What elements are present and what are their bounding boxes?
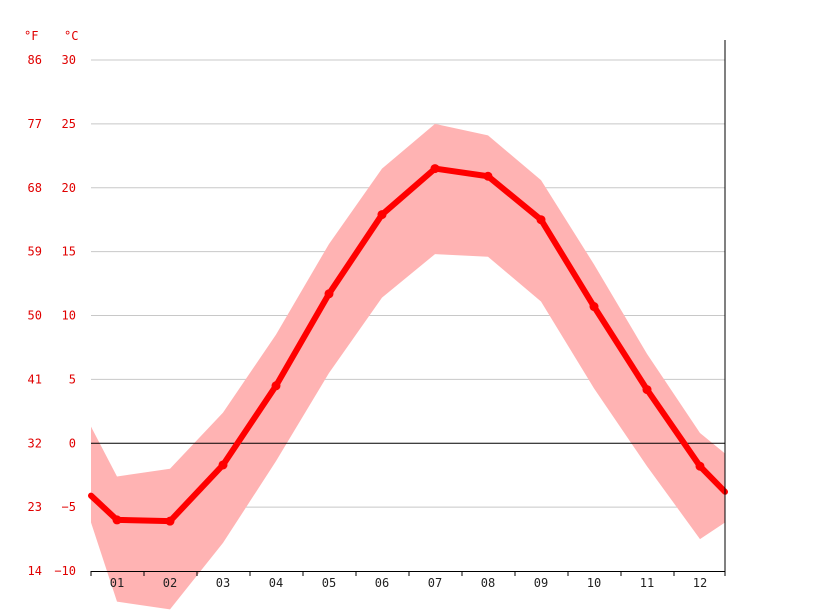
y-tick-label-c: 20 bbox=[62, 181, 76, 195]
line-layer bbox=[88, 164, 728, 526]
x-tick-label: 12 bbox=[693, 576, 707, 590]
y-tick-label-f: 50 bbox=[28, 309, 42, 323]
y-tick-label-c: 10 bbox=[62, 309, 76, 323]
data-point bbox=[271, 381, 281, 391]
x-tick-label: 05 bbox=[322, 576, 336, 590]
y-tick-label-c: 5 bbox=[69, 372, 76, 386]
data-point bbox=[112, 515, 122, 525]
x-tick-label: 04 bbox=[269, 576, 283, 590]
y-tick-label-c: 30 bbox=[62, 53, 76, 67]
x-tick-label: 07 bbox=[428, 576, 442, 590]
y-unit-fahrenheit: °F bbox=[24, 29, 38, 43]
y-tick-label-f: 68 bbox=[28, 181, 42, 195]
y-tick-label-c: −5 bbox=[62, 500, 76, 514]
x-tick-label: 02 bbox=[163, 576, 177, 590]
range-band bbox=[91, 123, 725, 610]
axis-layer bbox=[90, 40, 726, 576]
label-layer: °F °C 86 30 77 25 68 20 59 15 50 10 41 5 32 0 23 −5 14 −1… bbox=[24, 29, 707, 590]
y-tick-label-f: 86 bbox=[28, 53, 42, 67]
data-point bbox=[642, 385, 652, 395]
data-point bbox=[165, 516, 175, 526]
data-point bbox=[483, 171, 493, 181]
data-point bbox=[695, 461, 705, 471]
y-tick-label-f: 41 bbox=[28, 372, 42, 386]
y-tick-label-f: 59 bbox=[28, 245, 42, 259]
x-tick-label: 11 bbox=[640, 576, 654, 590]
data-point bbox=[218, 460, 228, 470]
y-tick-label-f: 77 bbox=[28, 117, 42, 131]
data-point bbox=[589, 302, 599, 312]
temperature-line bbox=[88, 165, 728, 525]
data-point bbox=[324, 289, 334, 299]
data-point bbox=[536, 215, 546, 225]
x-tick-label: 01 bbox=[110, 576, 124, 590]
data-point bbox=[430, 164, 440, 174]
x-tick-label: 10 bbox=[587, 576, 601, 590]
band-layer bbox=[91, 123, 725, 610]
y-tick-label-c: −10 bbox=[54, 564, 76, 578]
x-tick-label: 03 bbox=[216, 576, 230, 590]
y-tick-label-f: 23 bbox=[28, 500, 42, 514]
y-tick-label-f: 32 bbox=[28, 436, 42, 450]
x-tick-label: 08 bbox=[481, 576, 495, 590]
y-tick-label-c: 0 bbox=[69, 436, 76, 450]
x-tick-label: 06 bbox=[375, 576, 389, 590]
y-tick-label-f: 14 bbox=[28, 564, 42, 578]
data-point bbox=[377, 210, 387, 220]
y-tick-label-c: 25 bbox=[62, 117, 76, 131]
x-tick-label: 09 bbox=[534, 576, 548, 590]
y-tick-label-c: 15 bbox=[62, 245, 76, 259]
y-unit-celsius: °C bbox=[64, 29, 78, 43]
